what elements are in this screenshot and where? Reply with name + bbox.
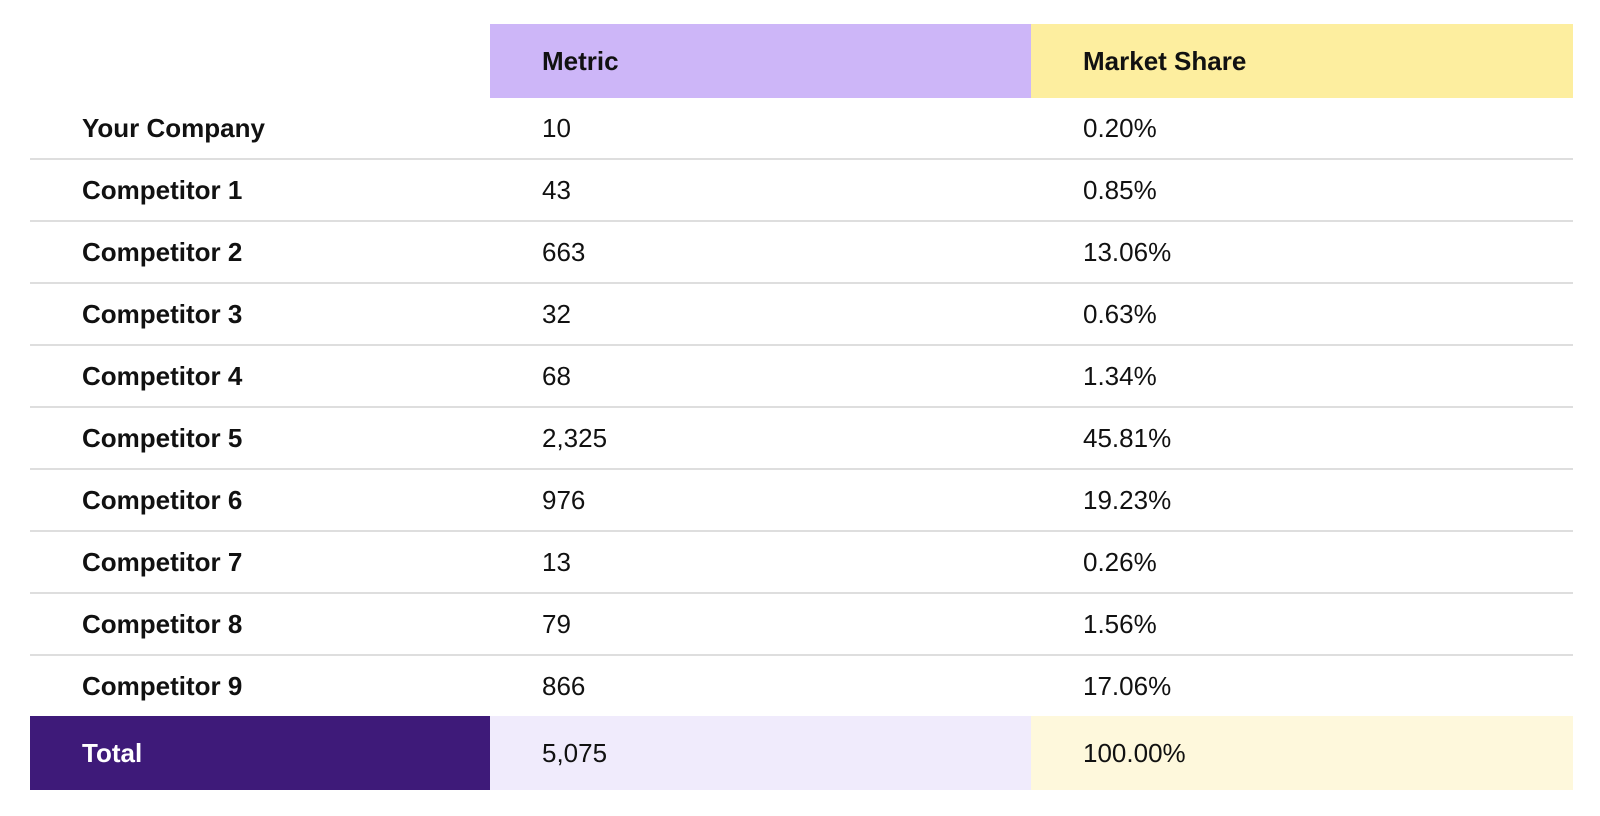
cell: 976 xyxy=(542,484,586,515)
cell: 19.23% xyxy=(1083,484,1172,515)
row-label: Competitor 9 xyxy=(82,670,243,701)
row-divider xyxy=(30,654,1573,656)
cell: 32 xyxy=(542,298,571,329)
cell: 0.85% xyxy=(1083,174,1157,205)
row-label: Competitor 1 xyxy=(82,174,243,205)
cell: 663 xyxy=(542,236,586,267)
row-label: Your Company xyxy=(82,112,265,143)
row-label: Competitor 2 xyxy=(82,236,243,267)
cell: 68 xyxy=(542,360,571,391)
row-divider xyxy=(30,220,1573,222)
row-divider xyxy=(30,592,1573,594)
total-cell: 5,075 xyxy=(490,716,1031,790)
cell: 866 xyxy=(542,670,586,701)
header-cell: Metric xyxy=(490,24,1031,98)
header-cell: Market Share xyxy=(1031,24,1573,98)
cell: 10 xyxy=(542,112,571,143)
cell: 13 xyxy=(542,546,571,577)
cell: 1.34% xyxy=(1083,360,1157,391)
row-label: Competitor 7 xyxy=(82,546,243,577)
cell: 43 xyxy=(542,174,571,205)
cell: 13.06% xyxy=(1083,236,1172,267)
row-divider xyxy=(30,468,1573,470)
row-label: Competitor 6 xyxy=(82,484,243,515)
row-divider xyxy=(30,158,1573,160)
row-divider xyxy=(30,530,1573,532)
total-label: Total xyxy=(30,716,490,790)
cell: 1.56% xyxy=(1083,608,1157,639)
cell: 0.63% xyxy=(1083,298,1157,329)
row-label: Competitor 4 xyxy=(82,360,243,391)
cell: 0.26% xyxy=(1083,546,1157,577)
row-label: Competitor 3 xyxy=(82,298,243,329)
cell: 0.20% xyxy=(1083,112,1157,143)
row-divider xyxy=(30,344,1573,346)
row-label: Competitor 5 xyxy=(82,422,243,453)
cell: 79 xyxy=(542,608,571,639)
cell: 45.81% xyxy=(1083,422,1172,453)
row-label: Competitor 8 xyxy=(82,608,243,639)
cell: 2,325 xyxy=(542,422,608,453)
row-divider xyxy=(30,406,1573,408)
row-divider xyxy=(30,282,1573,284)
cell: 17.06% xyxy=(1083,670,1172,701)
total-cell: 100.00% xyxy=(1031,716,1573,790)
